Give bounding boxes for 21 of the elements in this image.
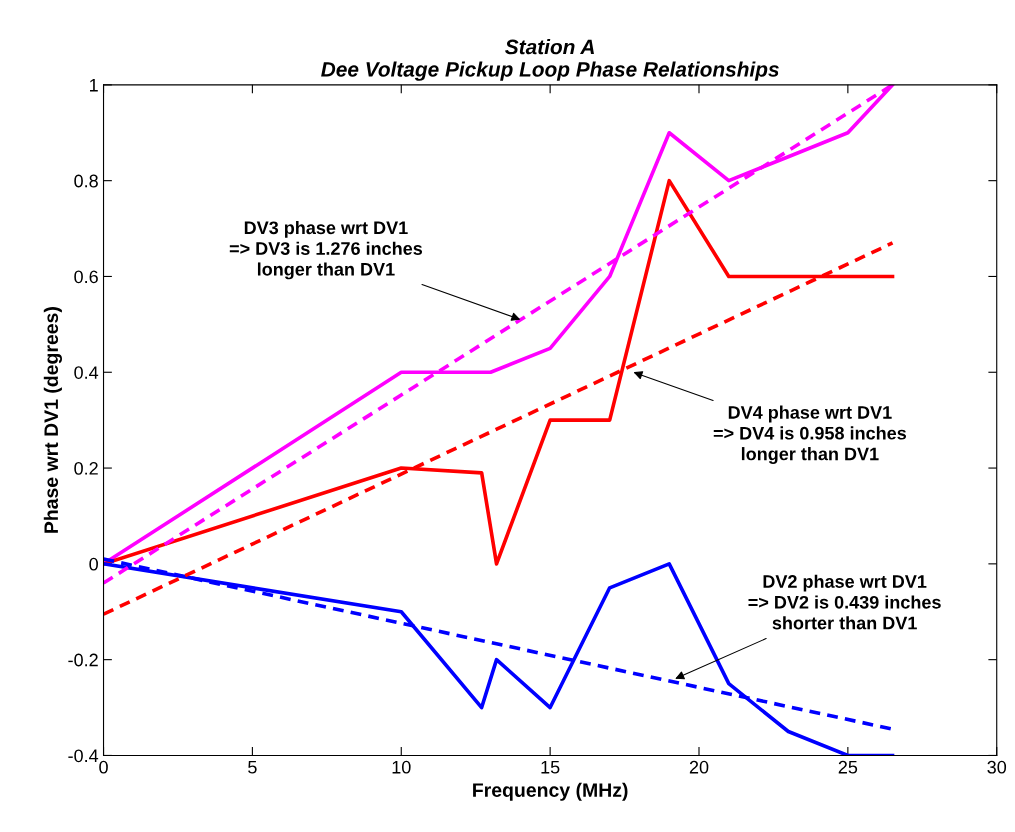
y-tick-label: 0: [89, 557, 98, 571]
y-tick-label: 0.4: [74, 366, 99, 379]
x-tick-label: 15: [541, 760, 560, 774]
x-tick-label: 5: [248, 760, 257, 774]
x-tick-label: 25: [838, 760, 858, 774]
x-tick-label: 30: [987, 760, 1007, 774]
annotation: DV3 phase wrt DV1 => DV3 is 1.276 inches longer than DV1: [229, 220, 423, 280]
x-tick-label: 20: [689, 760, 709, 774]
y-tick-label: 1: [90, 78, 98, 92]
y-tick-label: 0.8: [74, 174, 98, 188]
y-tick-label: 0.6: [74, 270, 98, 284]
x-axis-title: Frequency (MHz): [473, 782, 628, 801]
x-tick-label: 0: [99, 760, 108, 774]
x-tick-label: 10: [392, 760, 411, 774]
annotation: DV2 phase wrt DV1 => DV2 is 0.439 inches shorter than DV1: [748, 574, 941, 630]
y-axis-title: Phase wrt DV1 (degrees): [43, 307, 62, 533]
chart-title: Station A Dee Voltage Pickup Loop Phase Relationships: [321, 38, 779, 81]
y-tick-label: -0.4: [68, 749, 99, 763]
y-tick-label: -0.2: [68, 653, 98, 667]
y-tick-label: 0.2: [74, 461, 98, 475]
annotation: DV4 phase wrt DV1 => DV4 is 0.958 inches longer than DV1: [713, 405, 907, 464]
